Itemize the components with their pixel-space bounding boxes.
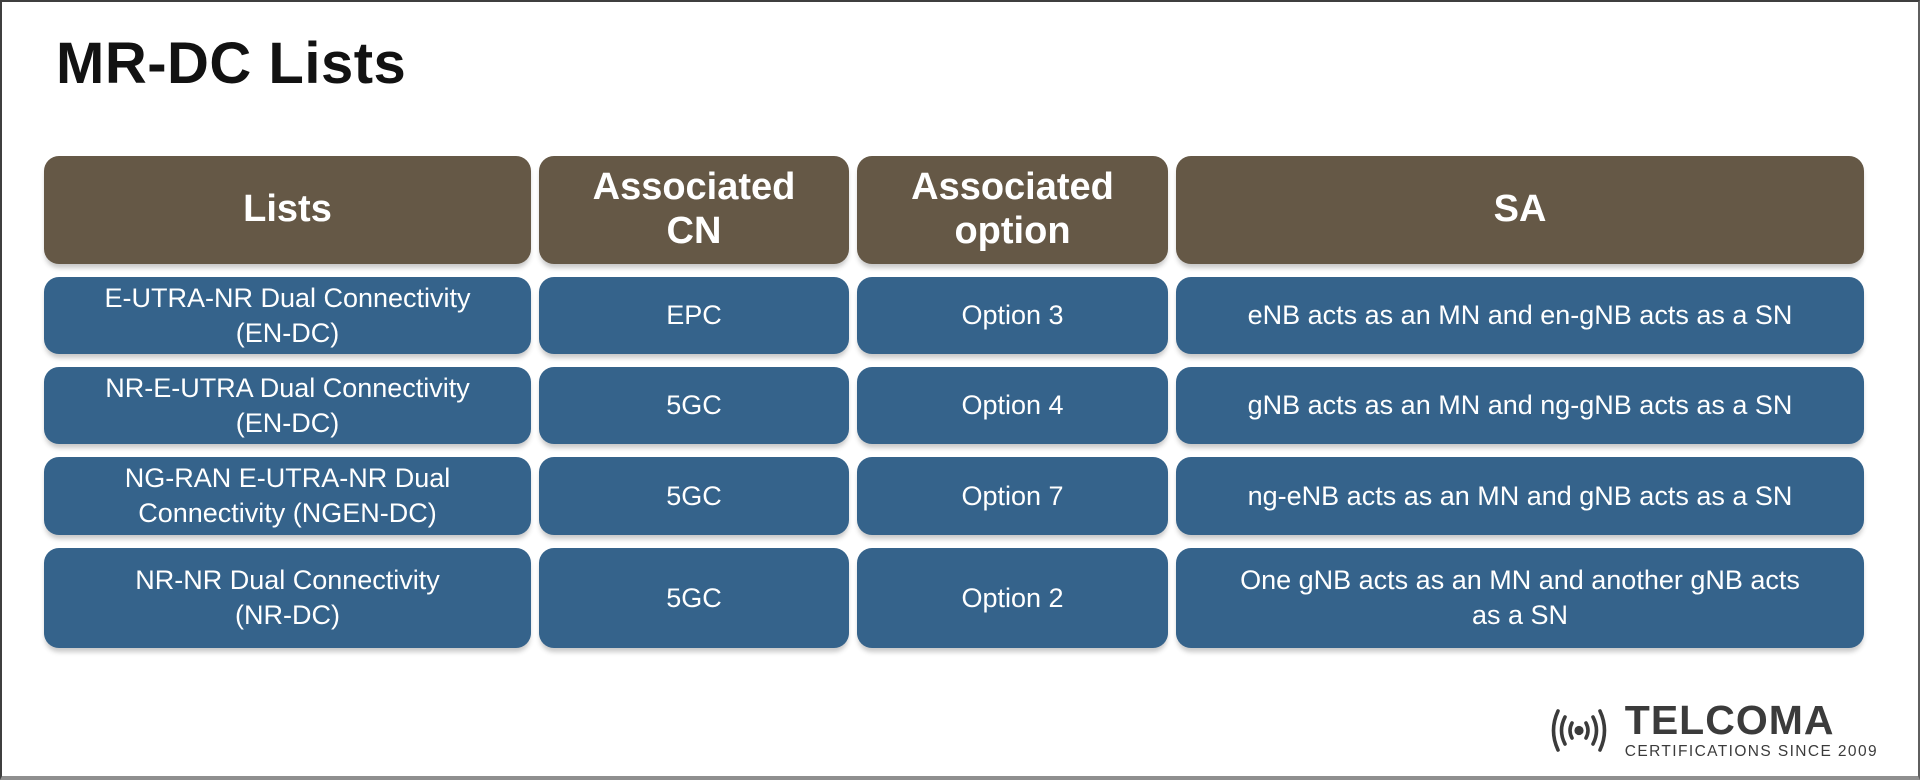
radio-waves-icon	[1551, 709, 1607, 752]
logo-text-block: TELCOMA CERTIFICATIONS SINCE 2009	[1624, 696, 1878, 760]
column-header-lists: Lists	[44, 156, 531, 264]
table-cell-sa: One gNB acts as an MN and another gNB ac…	[1176, 548, 1864, 648]
logo-tagline: CERTIFICATIONS SINCE 2009	[1624, 742, 1878, 760]
column-header-associated-cn: Associated CN	[539, 156, 849, 264]
table-cell-option: Option 7	[857, 457, 1168, 535]
table-cell-cn: 5GC	[539, 367, 849, 444]
telcoma-logo: TELCOMA CERTIFICATIONS SINCE 2009	[1540, 696, 1878, 760]
column-header-sa: SA	[1176, 156, 1864, 264]
table-cell-option: Option 3	[857, 277, 1168, 354]
page-title: MR-DC Lists	[56, 31, 407, 96]
table-cell-option: Option 4	[857, 367, 1168, 444]
table-cell-cn: 5GC	[539, 548, 849, 648]
table-cell-list: NR-NR Dual Connectivity (NR-DC)	[44, 548, 531, 648]
table-cell-sa: ng-eNB acts as an MN and gNB acts as a S…	[1176, 457, 1864, 535]
table-cell-option: Option 2	[857, 548, 1168, 648]
table-cell-list: E-UTRA-NR Dual Connectivity (EN-DC)	[44, 277, 531, 354]
table-cell-sa: gNB acts as an MN and ng-gNB acts as a S…	[1176, 367, 1864, 444]
table-cell-cn: EPC	[539, 277, 849, 354]
table-cell-list: NR-E-UTRA Dual Connectivity (EN-DC)	[44, 367, 531, 444]
table-cell-list: NG-RAN E-UTRA-NR Dual Connectivity (NGEN…	[44, 457, 531, 535]
table-cell-sa: eNB acts as an MN and en-gNB acts as a S…	[1176, 277, 1864, 354]
mrdc-table: Lists Associated CN Associated option SA…	[44, 156, 1864, 648]
logo-wordmark: TELCOMA	[1624, 696, 1835, 743]
column-header-associated-option: Associated option	[857, 156, 1168, 264]
table-cell-cn: 5GC	[539, 457, 849, 535]
